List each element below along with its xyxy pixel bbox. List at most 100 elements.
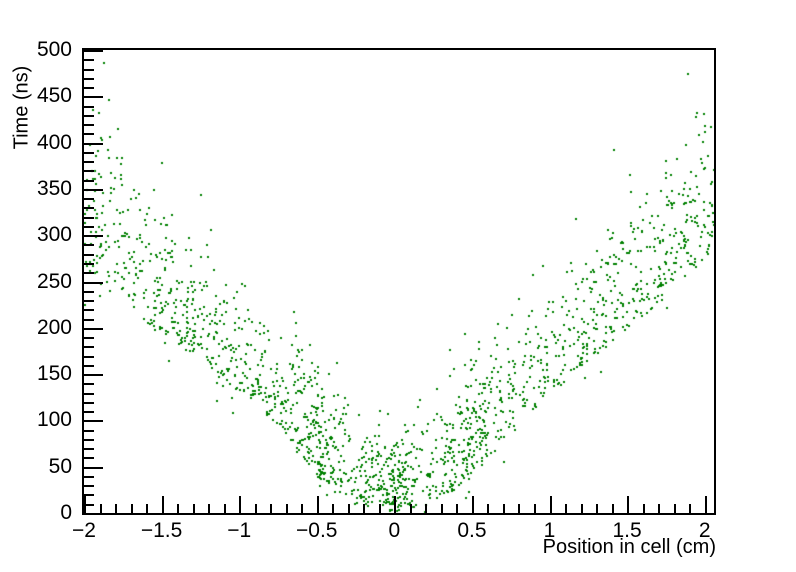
x-tick-label: 2: [698, 519, 711, 542]
x-tick: [534, 504, 536, 513]
y-tick: [84, 151, 94, 154]
x-tick-label: 1.5: [612, 519, 642, 542]
y-tick: [84, 411, 94, 414]
x-tick: [487, 504, 490, 513]
y-tick: [84, 253, 94, 256]
x-tick: [596, 504, 599, 513]
y-tick-label: 100: [36, 408, 72, 432]
y-tick: [84, 448, 94, 451]
x-tick: [270, 504, 273, 513]
y-tick: [84, 170, 94, 173]
y-tick-label: 400: [36, 130, 72, 154]
x-tick-label: −2: [72, 519, 96, 542]
x-tick: [518, 504, 521, 513]
x-tick: [378, 504, 381, 513]
x-tick-label: −1.5: [140, 519, 183, 542]
y-tick: [84, 318, 94, 321]
y-tick-label: 50: [48, 454, 72, 478]
y-tick: [84, 68, 94, 71]
y-tick: [84, 429, 94, 432]
y-tick: [84, 244, 94, 247]
y-tick: [84, 513, 103, 515]
y-tick: [84, 309, 94, 312]
x-tick-label: −1: [227, 519, 252, 542]
y-tick: [84, 216, 94, 219]
y-tick: [84, 225, 94, 228]
y-tick: [84, 198, 94, 201]
y-tick-label: 350: [36, 176, 72, 200]
x-tick: [332, 504, 335, 513]
y-tick: [84, 188, 103, 191]
y-tick: [84, 179, 94, 182]
x-tick: [704, 496, 707, 513]
x-tick: [549, 496, 552, 513]
y-tick: [84, 438, 94, 441]
x-tick: [611, 504, 614, 513]
x-tick: [347, 504, 350, 513]
x-tick: [565, 504, 568, 513]
x-tick: [409, 504, 412, 513]
x-tick: [130, 504, 133, 513]
x-tick-label: 1: [543, 519, 556, 542]
x-tick: [456, 504, 459, 513]
y-tick-label: 200: [36, 315, 72, 339]
y-tick-label: 450: [36, 84, 72, 108]
y-tick: [84, 96, 103, 99]
x-tick: [502, 504, 505, 513]
y-tick: [84, 142, 103, 145]
y-tick-label: 150: [36, 362, 72, 386]
x-tick: [689, 504, 692, 513]
x-tick: [254, 504, 257, 513]
y-tick-label: 300: [36, 223, 72, 247]
y-tick: [84, 346, 94, 349]
x-tick: [161, 496, 164, 513]
x-tick-label: 0: [388, 519, 401, 542]
y-tick: [84, 401, 94, 404]
y-tick: [84, 262, 94, 265]
y-tick: [84, 383, 94, 386]
y-tick-label: 250: [36, 269, 72, 293]
y-tick: [84, 485, 94, 488]
x-tick: [425, 504, 428, 513]
x-tick: [471, 496, 474, 513]
y-tick: [84, 59, 94, 62]
plot-frame: [82, 48, 716, 515]
y-tick: [84, 114, 94, 117]
y-tick: [84, 494, 94, 497]
x-tick: [239, 496, 242, 513]
y-tick: [84, 327, 103, 330]
y-tick-label: 0: [60, 501, 72, 524]
x-tick: [146, 504, 149, 513]
x-tick: [285, 504, 288, 513]
y-tick: [84, 337, 94, 340]
scatter-points-layer: [84, 50, 714, 513]
x-tick-label: −0.5: [296, 519, 338, 542]
y-tick: [84, 105, 94, 108]
y-tick: [84, 364, 94, 367]
x-tick-label: 0.5: [457, 519, 487, 542]
x-tick: [192, 504, 195, 513]
y-tick: [84, 235, 103, 238]
y-tick: [84, 272, 94, 275]
y-tick: [84, 475, 94, 478]
y-tick: [84, 77, 94, 80]
x-tick: [363, 504, 366, 513]
x-tick: [208, 504, 211, 513]
x-tick: [115, 504, 118, 513]
y-tick: [84, 87, 94, 90]
x-tick: [99, 504, 102, 513]
x-tick: [84, 496, 86, 513]
y-tick: [84, 457, 94, 460]
x-tick: [301, 504, 304, 513]
x-tick: [658, 504, 661, 513]
y-tick: [84, 466, 103, 469]
x-tick: [394, 496, 397, 513]
x-tick: [223, 504, 226, 513]
x-tick: [580, 504, 583, 513]
x-tick: [673, 504, 676, 513]
y-tick: [84, 124, 94, 127]
y-tick: [84, 503, 94, 506]
x-tick: [627, 496, 630, 513]
y-tick: [84, 300, 94, 303]
